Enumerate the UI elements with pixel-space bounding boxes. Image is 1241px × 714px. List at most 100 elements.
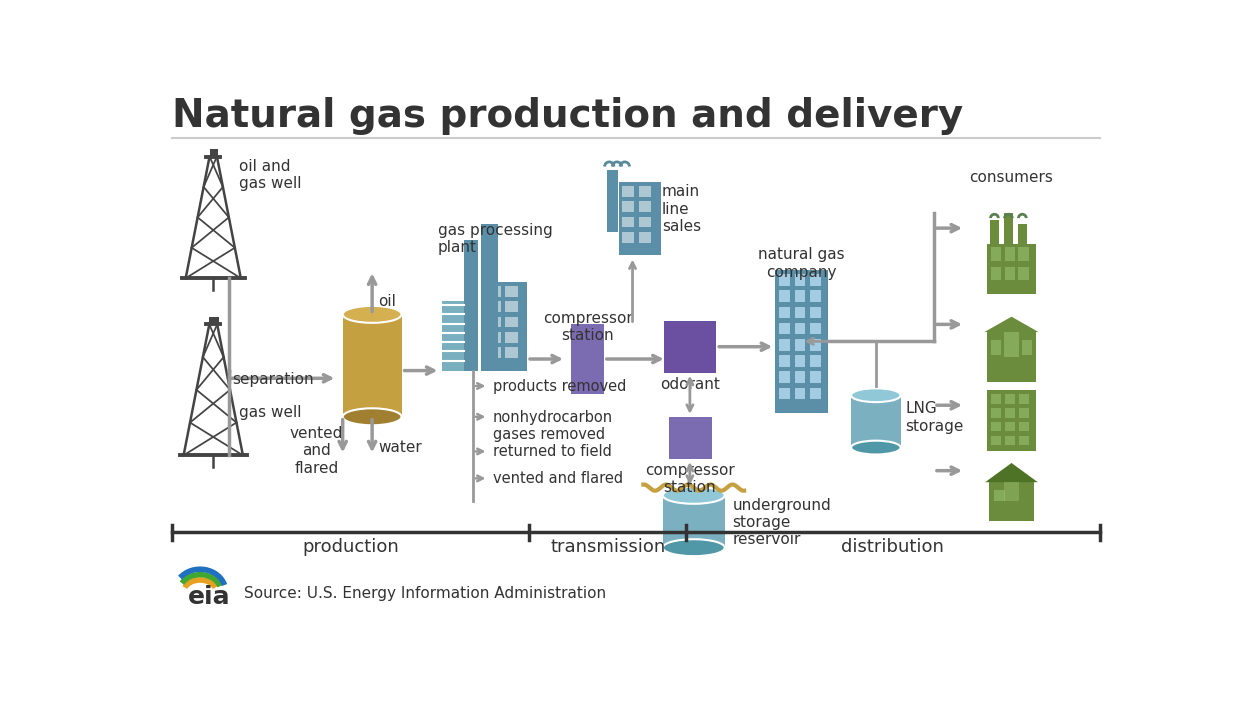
Text: vented and flared: vented and flared xyxy=(493,471,623,486)
Text: Natural gas production and delivery: Natural gas production and delivery xyxy=(172,97,963,135)
Bar xyxy=(989,482,1034,521)
Bar xyxy=(663,496,725,548)
Bar xyxy=(794,355,805,367)
Text: water: water xyxy=(379,440,422,455)
Bar xyxy=(990,266,1000,281)
Bar xyxy=(987,390,1036,451)
Bar xyxy=(779,339,789,351)
Bar xyxy=(622,216,634,227)
Ellipse shape xyxy=(343,306,402,323)
Ellipse shape xyxy=(851,441,901,455)
Bar xyxy=(992,394,1000,403)
Bar xyxy=(1005,408,1015,418)
Bar xyxy=(810,355,820,367)
Text: compressor
station: compressor station xyxy=(542,311,633,343)
Bar xyxy=(442,301,464,371)
Text: returned to field: returned to field xyxy=(493,445,612,460)
Bar xyxy=(810,291,820,302)
Text: gas processing
plant: gas processing plant xyxy=(438,223,552,255)
Bar xyxy=(464,240,478,371)
Bar xyxy=(505,348,517,358)
Bar xyxy=(484,282,527,371)
Bar xyxy=(489,348,501,358)
Bar xyxy=(210,317,218,324)
Bar xyxy=(987,243,1036,293)
Text: oil and
gas well: oil and gas well xyxy=(238,159,302,191)
Bar xyxy=(571,324,604,393)
Text: products removed: products removed xyxy=(493,379,627,394)
Bar xyxy=(1004,266,1015,281)
Bar xyxy=(1004,213,1013,247)
Bar xyxy=(779,388,789,399)
Bar xyxy=(639,186,652,196)
Bar xyxy=(1005,394,1015,403)
Ellipse shape xyxy=(851,388,901,402)
Bar xyxy=(794,307,805,318)
Bar xyxy=(992,422,1000,431)
Bar xyxy=(779,371,789,383)
Bar xyxy=(664,321,716,373)
Bar xyxy=(1019,394,1029,403)
Text: main
line
sales: main line sales xyxy=(661,184,701,234)
Bar xyxy=(1019,422,1029,431)
Bar xyxy=(1004,332,1019,357)
Bar xyxy=(1005,422,1015,431)
Bar xyxy=(639,232,652,243)
Bar xyxy=(779,323,789,334)
Bar xyxy=(794,323,805,334)
Bar xyxy=(639,201,652,212)
Text: Source: U.S. Energy Information Administration: Source: U.S. Energy Information Administ… xyxy=(244,586,607,601)
Text: compressor
station: compressor station xyxy=(645,463,735,496)
Bar xyxy=(1004,247,1015,261)
Bar xyxy=(992,436,1000,446)
Text: vented
and
flared: vented and flared xyxy=(289,426,343,476)
Bar xyxy=(505,301,517,312)
Bar xyxy=(1019,247,1029,261)
Bar xyxy=(1021,340,1033,355)
Bar xyxy=(480,224,498,371)
Bar xyxy=(779,307,789,318)
Bar xyxy=(489,286,501,296)
Polygon shape xyxy=(984,317,1039,332)
Bar xyxy=(343,314,402,417)
Text: odorant: odorant xyxy=(660,377,720,392)
Bar xyxy=(1004,482,1019,501)
Text: transmission: transmission xyxy=(550,538,665,556)
Bar xyxy=(810,274,820,286)
Bar xyxy=(810,323,820,334)
Bar xyxy=(990,221,999,247)
Bar xyxy=(489,317,501,328)
Bar xyxy=(622,201,634,212)
Bar xyxy=(622,186,634,196)
Bar xyxy=(810,339,820,351)
Ellipse shape xyxy=(663,539,725,556)
Bar xyxy=(489,301,501,312)
Text: gas well: gas well xyxy=(238,406,302,421)
Bar xyxy=(607,171,618,232)
Bar xyxy=(1019,436,1029,446)
Bar xyxy=(618,182,661,255)
Bar xyxy=(794,388,805,399)
Bar xyxy=(1018,224,1028,247)
Ellipse shape xyxy=(343,408,402,426)
Bar xyxy=(1019,266,1029,281)
Bar xyxy=(776,271,828,413)
Text: separation: separation xyxy=(232,372,314,387)
Text: nonhydrocarbon
gases removed: nonhydrocarbon gases removed xyxy=(493,410,613,442)
Bar xyxy=(779,291,789,302)
Polygon shape xyxy=(985,463,1037,482)
Bar xyxy=(990,340,1001,355)
Bar xyxy=(1019,408,1029,418)
Bar xyxy=(794,291,805,302)
Bar xyxy=(669,417,711,459)
Bar xyxy=(779,355,789,367)
Bar xyxy=(851,396,901,448)
Text: production: production xyxy=(302,538,398,556)
Bar xyxy=(990,247,1000,261)
Text: oil: oil xyxy=(379,293,396,308)
Bar xyxy=(810,371,820,383)
Bar xyxy=(794,274,805,286)
Bar xyxy=(622,232,634,243)
Ellipse shape xyxy=(663,487,725,504)
Bar xyxy=(505,317,517,328)
